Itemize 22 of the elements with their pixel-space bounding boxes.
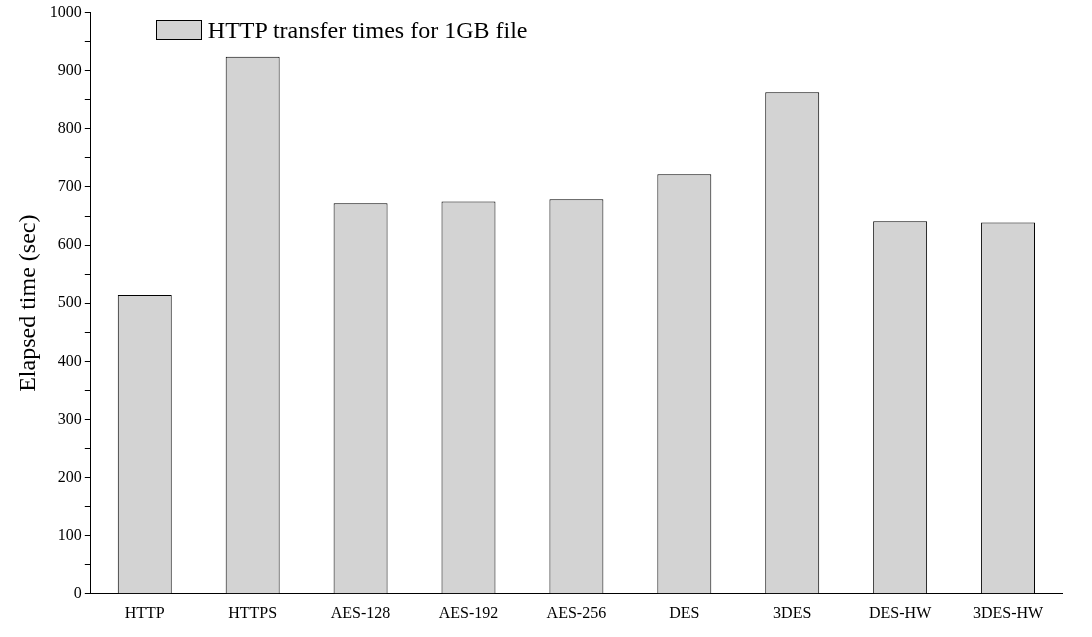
x-tick-label: HTTP xyxy=(124,603,165,621)
x-tick-label: HTTPS xyxy=(228,603,278,621)
y-tick-label: 500 xyxy=(57,293,82,311)
x-tick-label: AES-128 xyxy=(330,603,391,621)
y-tick-label: 200 xyxy=(57,467,82,485)
legend-label: HTTP transfer times for 1GB file xyxy=(207,16,528,44)
x-tick-label: DES xyxy=(669,603,700,621)
y-tick-label: 600 xyxy=(57,235,82,253)
y-axis-title: Elapsed time (sec) xyxy=(13,214,40,392)
y-tick-label: 400 xyxy=(57,351,82,369)
y-tick-label: 1000 xyxy=(49,2,82,20)
y-tick-label: 0 xyxy=(73,584,82,601)
y-tick-label: 700 xyxy=(57,177,82,195)
x-tick-label: 3DES xyxy=(773,603,812,621)
x-tick-label: DES-HW xyxy=(869,603,933,621)
y-tick-label: 800 xyxy=(57,119,82,137)
x-tick-label: AES-192 xyxy=(438,603,499,621)
y-tick-label: 100 xyxy=(57,525,82,543)
y-tick-label: 300 xyxy=(57,409,82,427)
x-tick-label: AES-256 xyxy=(546,603,607,621)
x-tick-label: 3DES-HW xyxy=(972,603,1045,621)
y-tick-label: 900 xyxy=(57,60,82,78)
